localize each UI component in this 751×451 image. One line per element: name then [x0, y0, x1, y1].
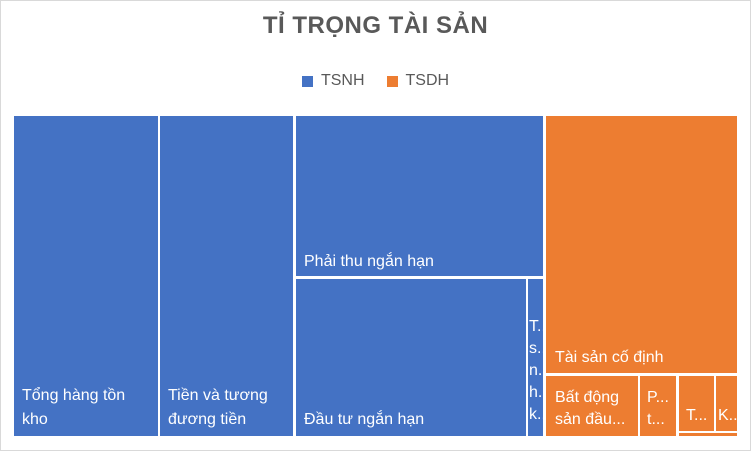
treemap-tile[interactable]: Bất động sản đầu...: [546, 376, 638, 436]
treemap-tile-rect[interactable]: [716, 376, 737, 431]
treemap-tile-label: Tổng hàng tồn: [22, 386, 125, 404]
treemap-tile-rect[interactable]: [296, 279, 526, 436]
treemap-tile-rect[interactable]: [546, 376, 638, 436]
treemap-tile-label: Đầu tư ngắn hạn: [304, 409, 424, 428]
treemap-tile-rect[interactable]: [296, 116, 543, 276]
treemap-tile-label: s...: [529, 340, 550, 357]
treemap-tile-label: sản đầu...: [555, 411, 625, 428]
treemap-tile-label: kho: [22, 411, 48, 428]
treemap-tile[interactable]: [679, 433, 737, 436]
treemap-tile-label: đương tiền: [168, 411, 246, 428]
legend-label-tsnh: TSNH: [320, 72, 365, 89]
treemap-tile-label: Tiền và tương: [168, 387, 268, 404]
treemap-tile[interactable]: Đầu tư ngắn hạn: [296, 279, 526, 436]
treemap-tile-rect[interactable]: [546, 116, 737, 373]
treemap-tile-label: n...: [529, 362, 551, 379]
treemap-tile-rect[interactable]: [528, 279, 543, 436]
treemap-tile[interactable]: Tổng hàng tồn kho: [14, 116, 158, 436]
treemap-tile-label: Phải thu ngắn hạn: [304, 251, 434, 270]
treemap-tile-rect[interactable]: [679, 433, 737, 436]
treemap-tile[interactable]: P... t...: [640, 376, 676, 436]
treemap-tile[interactable]: Tài sản cố định: [546, 116, 737, 373]
legend-entry-tsnh[interactable]: TSNH: [301, 72, 365, 90]
treemap-tile[interactable]: Tiền và tương đương tiền: [160, 116, 293, 436]
treemap-tile-rect[interactable]: [640, 376, 676, 436]
treemap-tile-label: T...: [686, 407, 707, 424]
chart-title: TỈ TRỌNG TÀI SẢN: [262, 12, 489, 39]
legend: TSNH TSDH: [0, 72, 751, 90]
treemap-tile[interactable]: T... s... n... h... k...: [528, 279, 551, 436]
treemap-tile-label: t...: [647, 411, 665, 428]
legend-label-tsdh: TSDH: [405, 72, 450, 89]
legend-swatch-tsnh: [301, 75, 313, 87]
legend-swatch-tsdh: [386, 75, 398, 87]
treemap-tile-label: P...: [647, 389, 669, 406]
treemap-tile[interactable]: K...: [716, 376, 742, 431]
treemap-tile[interactable]: Phải thu ngắn hạn: [296, 116, 543, 276]
treemap-tile[interactable]: T...: [679, 376, 714, 431]
treemap-tile-label: h...: [529, 384, 551, 401]
treemap-tile-rect[interactable]: [679, 376, 714, 431]
legend-entry-tsdh[interactable]: TSDH: [386, 72, 450, 90]
treemap-tile-label: Tài sản cố định: [555, 349, 664, 366]
treemap-tile-rect[interactable]: [14, 116, 158, 436]
treemap-tile-label: K...: [718, 407, 742, 424]
treemap-tile-label: T...: [529, 318, 550, 335]
treemap-tile-label: Bất động: [555, 389, 619, 406]
treemap-tile-label: k...: [529, 406, 550, 423]
treemap-tile-rect[interactable]: [160, 116, 293, 436]
